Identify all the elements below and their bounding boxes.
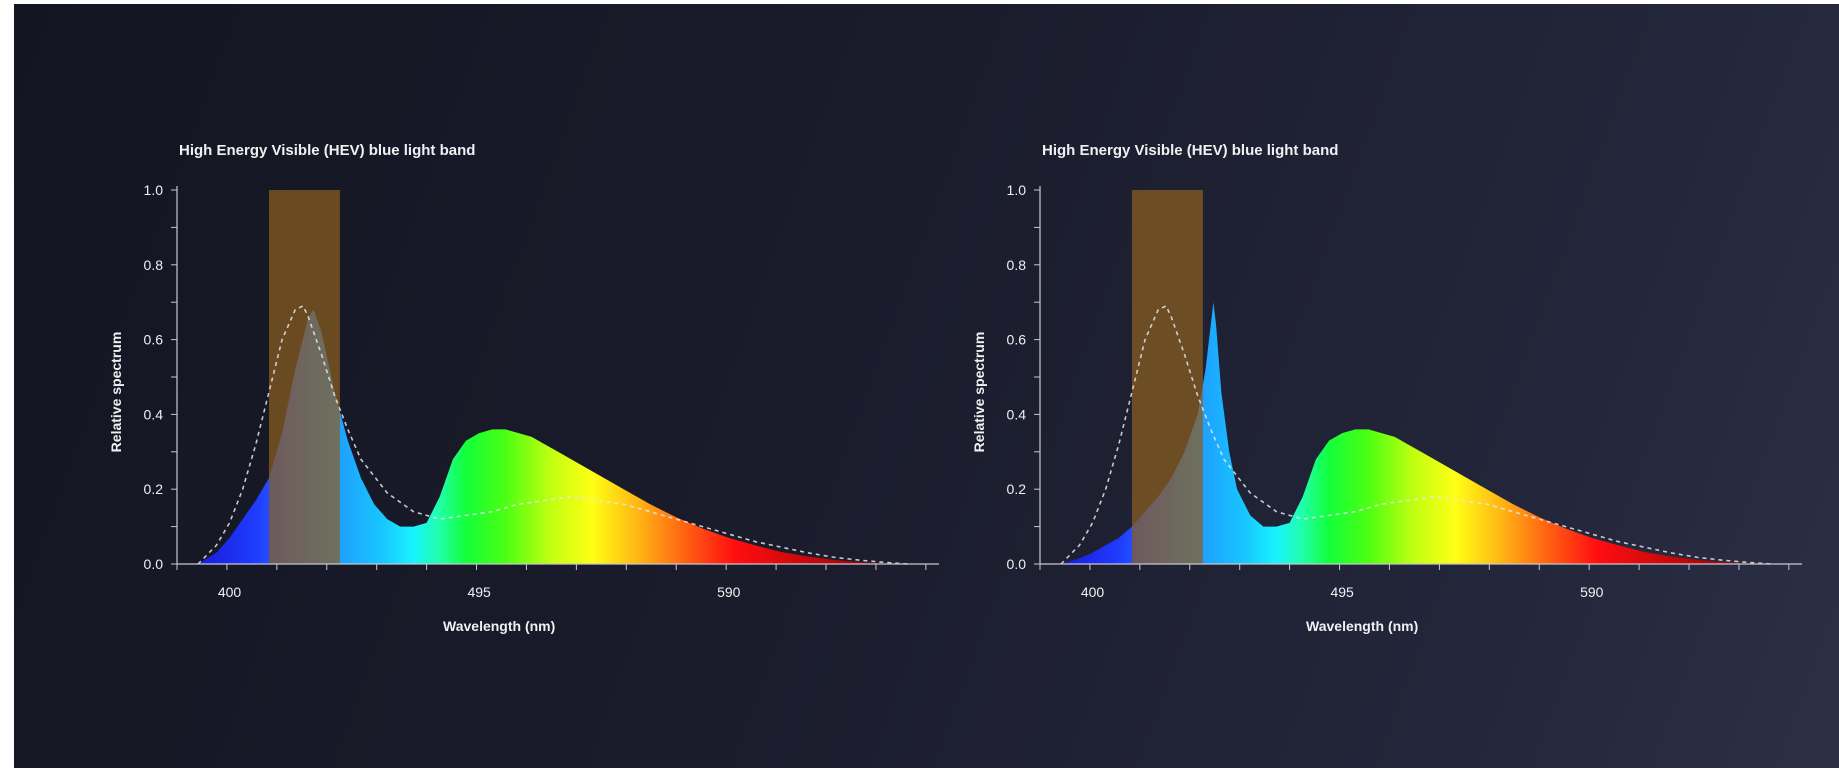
x-tick-label: 495 xyxy=(467,584,491,600)
chart-title: High Energy Visible (HEV) blue light ban… xyxy=(1042,142,1338,159)
x-tick-label: 590 xyxy=(717,584,741,600)
y-tick-label: 1.0 xyxy=(144,182,164,198)
y-tick-label: 0.6 xyxy=(1007,332,1027,348)
hev-band xyxy=(1131,190,1203,564)
spectrum-chart-right: High Energy Visible (HEV) blue light ban… xyxy=(877,4,1837,709)
hev-band xyxy=(268,190,340,564)
y-tick-label: 0.4 xyxy=(144,406,164,422)
y-tick-label: 0.2 xyxy=(1007,481,1027,497)
y-tick-label: 1.0 xyxy=(1007,182,1027,198)
chart-panel: High Energy Visible (HEV) blue light ban… xyxy=(14,4,1839,768)
y-tick-label: 0.6 xyxy=(144,332,164,348)
x-axis-title: Wavelength (nm) xyxy=(443,618,555,634)
y-tick-label: 0.4 xyxy=(1007,406,1027,422)
spectrum-chart-svg: High Energy Visible (HEV) blue light ban… xyxy=(108,142,939,634)
y-axis-title: Relative spectrum xyxy=(108,332,124,453)
x-tick-label: 400 xyxy=(218,584,242,600)
y-axis-title: Relative spectrum xyxy=(971,332,987,453)
x-axis-title: Wavelength (nm) xyxy=(1306,618,1418,634)
y-tick-label: 0.8 xyxy=(1007,257,1027,273)
x-tick-label: 400 xyxy=(1081,584,1105,600)
x-tick-label: 495 xyxy=(1330,584,1354,600)
y-tick-label: 0.0 xyxy=(144,556,164,572)
y-tick-label: 0.0 xyxy=(1007,556,1027,572)
spectrum-area xyxy=(1061,302,1771,564)
y-tick-label: 0.2 xyxy=(144,481,164,497)
spectrum-chart-left: High Energy Visible (HEV) blue light ban… xyxy=(14,4,974,709)
spectrum-chart-svg: High Energy Visible (HEV) blue light ban… xyxy=(971,142,1802,634)
reference-curve xyxy=(197,304,908,565)
y-tick-label: 0.8 xyxy=(144,257,164,273)
x-tick-label: 590 xyxy=(1580,584,1604,600)
reference-curve xyxy=(1060,304,1771,565)
chart-title: High Energy Visible (HEV) blue light ban… xyxy=(179,142,475,159)
